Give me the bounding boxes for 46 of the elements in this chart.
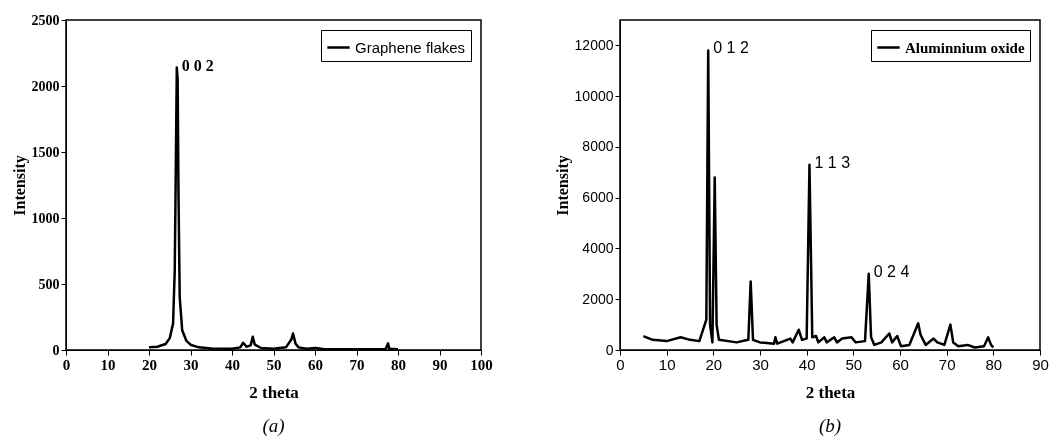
x-tick-label: 80 bbox=[391, 356, 406, 373]
y-tick-label: 2500 bbox=[31, 12, 60, 28]
x-axis-title: 2 theta bbox=[249, 382, 300, 402]
y-tick-label: 2000 bbox=[31, 78, 60, 94]
y-tick-label: 8000 bbox=[582, 138, 614, 155]
y-tick-label: 0 bbox=[52, 342, 60, 358]
text: (b) bbox=[818, 415, 842, 437]
annotation: 0 2 4 bbox=[873, 262, 910, 280]
y-axis-title: Intensity bbox=[10, 155, 29, 216]
x-axis-title: 2 theta bbox=[805, 382, 856, 402]
text: (a) bbox=[262, 415, 285, 437]
x-tick-label: 60 bbox=[308, 356, 323, 373]
legend-label: Graphene flakes bbox=[355, 38, 466, 56]
x-tick-label: 50 bbox=[266, 356, 282, 373]
x-tick-label: 40 bbox=[798, 355, 816, 373]
y-tick-label: 4000 bbox=[582, 239, 614, 256]
x-tick-label: 30 bbox=[752, 355, 769, 373]
x-tick-label: 50 bbox=[845, 355, 863, 373]
y-tick-label: 0 bbox=[605, 341, 614, 358]
y-axis-title: Intensity bbox=[553, 155, 572, 216]
x-tick-label: 90 bbox=[1032, 355, 1049, 373]
x-tick-label: 90 bbox=[432, 356, 448, 373]
x-tick-label: 60 bbox=[892, 355, 909, 373]
x-tick-label: 30 bbox=[183, 356, 199, 373]
y-tick-label: 1000 bbox=[31, 210, 60, 226]
y-tick-label: 6000 bbox=[582, 189, 614, 206]
x-tick-label: 80 bbox=[985, 355, 1003, 373]
legend-label: Aluminnium oxide bbox=[905, 39, 1025, 56]
x-tick-label: 0 bbox=[62, 356, 71, 373]
annotation: 0 1 2 bbox=[713, 39, 749, 57]
y-tick-label: 10000 bbox=[574, 87, 614, 104]
x-tick-label: 70 bbox=[938, 355, 956, 373]
x-tick-label: 40 bbox=[225, 356, 240, 373]
x-tick-label: 100 bbox=[470, 356, 493, 373]
y-tick-label: 1500 bbox=[31, 144, 60, 160]
x-tick-label: 20 bbox=[142, 356, 157, 373]
x-tick-label: 10 bbox=[100, 356, 116, 373]
x-tick-label: 0 bbox=[616, 355, 625, 373]
x-tick-label: 70 bbox=[349, 356, 365, 373]
x-tick-label: 10 bbox=[658, 355, 676, 373]
y-tick-label: 12000 bbox=[574, 36, 614, 53]
annotation: 0 0 2 bbox=[181, 56, 214, 74]
y-tick-label: 2000 bbox=[582, 290, 614, 307]
x-tick-label: 20 bbox=[705, 355, 723, 373]
annotation: 1 1 3 bbox=[814, 153, 851, 171]
y-tick-label: 500 bbox=[38, 276, 60, 292]
